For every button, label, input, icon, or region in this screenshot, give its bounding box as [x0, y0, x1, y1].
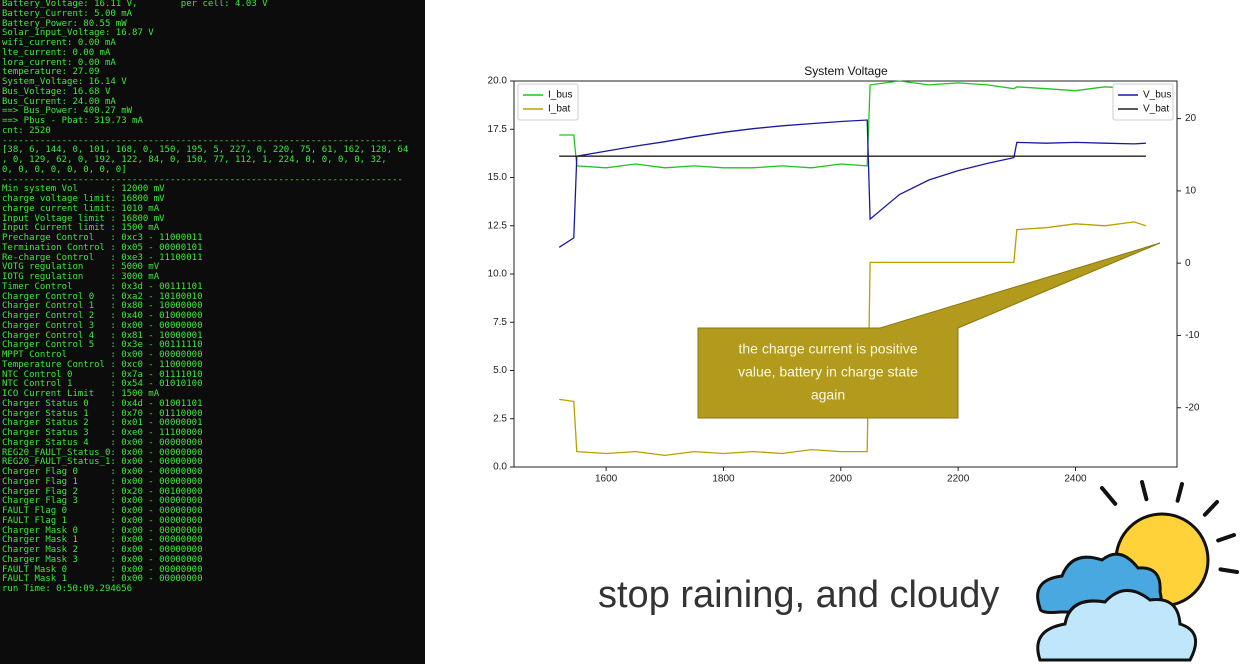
series-line [559, 81, 1146, 168]
sun-ray [1205, 502, 1217, 515]
legend-label: V_bus [1143, 90, 1171, 101]
callout-shape [698, 243, 1160, 418]
y2-tick-label: -20 [1185, 402, 1200, 413]
legend-label: I_bus [548, 90, 572, 101]
callout-text: the charge current is positive [739, 341, 918, 357]
caption: stop raining, and cloudy [598, 574, 999, 616]
legend-label: I_bat [548, 104, 570, 115]
y-tick-label: 0.0 [493, 462, 507, 473]
y-tick-label: 2.5 [493, 413, 507, 424]
y-tick-label: 5.0 [493, 365, 507, 376]
x-tick-label: 2200 [947, 474, 970, 485]
sun-ray [1142, 482, 1146, 499]
x-tick-label: 2400 [1064, 474, 1087, 485]
series-line [559, 120, 1146, 247]
callout-text: again [811, 387, 845, 403]
callout-text: value, battery in charge state [738, 364, 918, 380]
x-tick-label: 1600 [595, 474, 618, 485]
y2-tick-label: 20 [1185, 113, 1197, 124]
chart-title: System Voltage [804, 64, 888, 78]
y-tick-label: 7.5 [493, 317, 507, 328]
sun-ray [1178, 484, 1182, 501]
weather-icon [1038, 482, 1237, 660]
page: Battery_Voltage: 16.11 V, per cell: 4.03… [0, 0, 1248, 664]
x-tick-label: 2000 [830, 474, 853, 485]
chart: System Voltage 1600 1800 2000 2200 2400 0.0 2.… [0, 0, 1248, 664]
x-tick-label: 1800 [712, 474, 735, 485]
sun-ray [1218, 535, 1234, 541]
sun-ray [1102, 488, 1115, 504]
y-tick-label: 20.0 [488, 76, 508, 87]
y2-tick-label: 10 [1185, 186, 1197, 197]
y-tick-label: 17.5 [488, 124, 508, 135]
y-tick-label: 12.5 [488, 220, 508, 231]
y-tick-label: 15.0 [488, 172, 508, 183]
legend-label: V_bat [1143, 104, 1169, 115]
y2-tick-label: 0 [1185, 258, 1191, 269]
y-tick-label: 10.0 [488, 269, 508, 280]
sun-ray [1221, 569, 1238, 572]
y2-tick-label: -10 [1185, 330, 1200, 341]
